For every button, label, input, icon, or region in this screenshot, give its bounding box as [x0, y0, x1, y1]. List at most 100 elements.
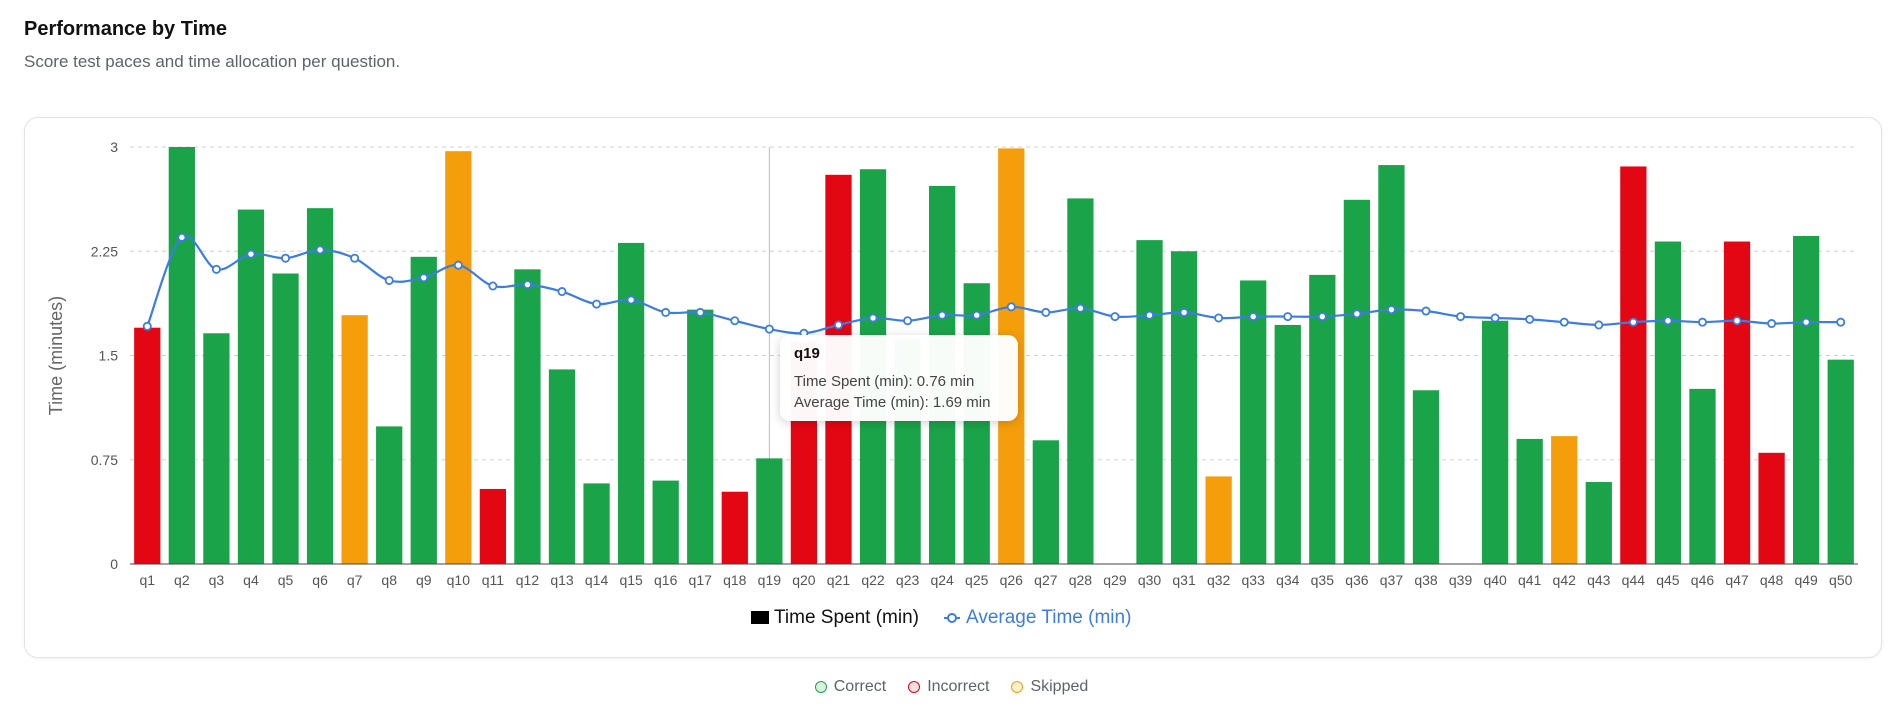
legend-time-spent[interactable]: Time Spent (min)	[751, 607, 919, 628]
x-tick-label: q39	[1449, 572, 1473, 588]
avg-point-q1	[142, 321, 152, 331]
avg-point-q17	[695, 307, 705, 317]
x-tick-label: q25	[965, 572, 989, 588]
x-tick-label: q12	[516, 572, 540, 588]
y-ticks: 0 0.75 1.5 2.25 3	[91, 139, 118, 572]
status-legend-label: Correct	[833, 678, 887, 695]
avg-point-q46	[1697, 317, 1707, 327]
bar-q19	[756, 458, 783, 564]
tooltip-time-spent: Time Spent (min): 0.76 min	[794, 373, 975, 390]
x-tick-label: q18	[723, 572, 747, 588]
avg-point-q28	[1075, 303, 1085, 313]
x-tick-label: q47	[1725, 572, 1749, 588]
avg-point-q19	[764, 324, 774, 334]
x-tick-label: q45	[1656, 572, 1680, 588]
bar-q25	[963, 283, 990, 564]
avg-point-q38	[1421, 306, 1431, 316]
tooltip-average-time: Average Time (min): 1.69 min	[794, 394, 991, 411]
x-tick-label: q31	[1172, 572, 1196, 588]
avg-point-q44	[1628, 317, 1638, 327]
bar-q8	[376, 426, 403, 564]
x-tick-label: q13	[550, 572, 574, 588]
avg-point-q15	[626, 295, 636, 305]
avg-point-q29	[1110, 312, 1120, 322]
avg-point-q36	[1352, 309, 1362, 319]
x-tick-label: q19	[758, 572, 782, 588]
bar-q33	[1240, 280, 1267, 564]
y-tick-label: 0.75	[91, 452, 118, 468]
bar-q2	[168, 147, 195, 564]
x-tick-label: q8	[381, 572, 397, 588]
avg-point-q3	[211, 264, 221, 274]
x-tick-label: q29	[1103, 572, 1127, 588]
avg-point-q16	[661, 307, 671, 317]
avg-point-q27	[1041, 307, 1051, 317]
avg-point-q39	[1456, 312, 1466, 322]
x-tick-label: q17	[689, 572, 713, 588]
status-legend-label: Skipped	[1030, 678, 1089, 695]
x-tick-label: q36	[1345, 572, 1369, 588]
bar-q42	[1551, 436, 1578, 564]
x-tick-label: q33	[1242, 572, 1266, 588]
bar-q6	[306, 208, 334, 564]
x-tick-label: q41	[1518, 572, 1542, 588]
bar-q15	[617, 242, 645, 564]
x-tick-label: q26	[1000, 572, 1024, 588]
avg-point-q40	[1490, 313, 1500, 323]
avg-point-q8	[384, 275, 394, 285]
bar-q46	[1689, 388, 1716, 564]
bar-q35	[1309, 274, 1336, 564]
bar-q18	[721, 491, 748, 564]
average-time-line	[146, 234, 1841, 335]
x-tick-label: q4	[243, 572, 259, 588]
bar-q12	[514, 269, 541, 564]
correct-dot-icon	[814, 681, 827, 693]
avg-point-q45	[1663, 316, 1673, 326]
bar-q1	[134, 327, 161, 564]
bar-q48	[1758, 452, 1785, 564]
legend-average-time-marker	[947, 613, 957, 623]
tooltip-title: q19	[794, 345, 820, 362]
x-tick-label: q40	[1483, 572, 1507, 588]
average-time-points	[142, 232, 1846, 338]
y-axis-label: Time (minutes)	[46, 296, 66, 415]
status-legend-skipped: Skipped	[1011, 678, 1088, 696]
y-tick-label: 2.25	[91, 243, 118, 259]
status-legend-correct: Correct	[814, 678, 887, 696]
bar-q11	[479, 488, 507, 564]
bar-q44	[1620, 166, 1647, 564]
x-tick-label: q23	[896, 572, 920, 588]
bar-q36	[1343, 199, 1371, 564]
bar-q41	[1516, 438, 1543, 564]
x-tick-label: q27	[1034, 572, 1058, 588]
avg-point-q35	[1317, 312, 1327, 322]
avg-point-q7	[350, 253, 360, 263]
avg-point-q18	[730, 316, 740, 326]
bar-q5	[272, 273, 299, 564]
chart-tooltip: q19 Time Spent (min): 0.76 min Average T…	[780, 335, 1018, 421]
x-tick-label: q44	[1622, 572, 1646, 588]
legend-time-spent-swatch	[751, 611, 769, 624]
bar-q37	[1378, 165, 1405, 564]
bar-q49	[1793, 235, 1820, 564]
incorrect-dot-icon	[908, 681, 921, 693]
avg-point-q31	[1179, 307, 1189, 317]
bar-q34	[1274, 324, 1301, 564]
x-tick-label: q46	[1691, 572, 1715, 588]
x-tick-label: q24	[930, 572, 954, 588]
avg-point-q42	[1559, 317, 1569, 327]
x-tick-label: q21	[827, 572, 851, 588]
x-tick-label: q50	[1829, 572, 1853, 588]
avg-point-q4	[246, 249, 256, 259]
avg-point-q10	[453, 260, 463, 270]
bar-q27	[1032, 440, 1059, 564]
x-tick-label: q42	[1553, 572, 1577, 588]
x-tick-label: q11	[482, 572, 505, 588]
avg-point-q23	[903, 316, 913, 326]
x-tick-label: q15	[619, 572, 643, 588]
avg-point-q11	[488, 281, 498, 291]
avg-point-q26	[1006, 302, 1016, 312]
x-tick-label: q35	[1311, 572, 1335, 588]
legend-average-time[interactable]: Average Time (min)	[944, 607, 1131, 628]
